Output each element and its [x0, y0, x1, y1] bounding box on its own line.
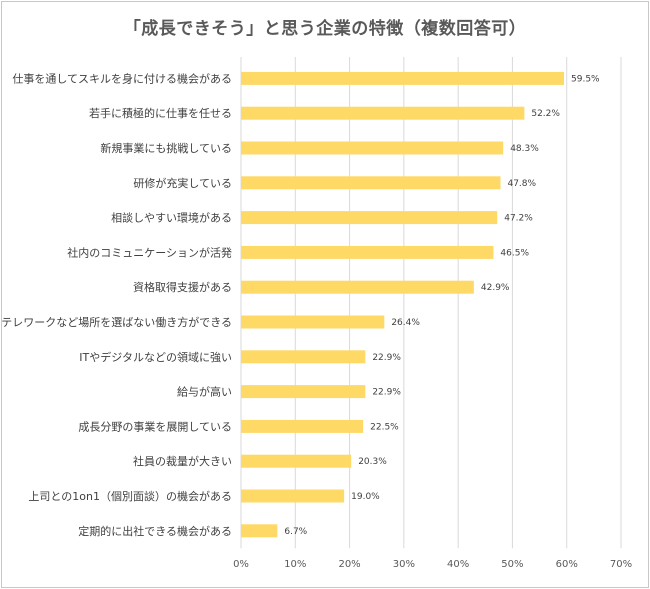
- category-label: 社員の裁量が大きい: [133, 454, 232, 468]
- bar: [241, 245, 494, 259]
- value-label: 47.2%: [504, 214, 533, 224]
- bar: [241, 350, 366, 364]
- x-tick-label: 40%: [447, 559, 469, 570]
- category-label: テレワークなど場所を選ばない働き方ができる: [1, 315, 232, 329]
- bar: [241, 141, 504, 155]
- category-label: 成長分野の事業を展開している: [78, 420, 232, 433]
- bar: [241, 280, 474, 294]
- bar: [241, 106, 525, 120]
- bar: [241, 454, 352, 468]
- category-label: 定期的に出社できる機会がある: [78, 524, 232, 538]
- bar: [241, 211, 498, 225]
- category-label: 相談しやすい環境がある: [111, 211, 232, 225]
- bar: [241, 315, 385, 329]
- x-tick-label: 70%: [610, 559, 632, 570]
- value-label: 22.9%: [372, 353, 401, 363]
- bar: [241, 71, 564, 85]
- value-label: 20.3%: [358, 457, 387, 467]
- value-label: 26.4%: [391, 318, 420, 328]
- x-tick-label: 50%: [501, 559, 523, 570]
- value-label: 22.5%: [370, 422, 399, 432]
- category-label: 仕事を通してスキルを身に付ける機会がある: [12, 71, 232, 85]
- value-label: 52.2%: [531, 109, 560, 119]
- value-label: 48.3%: [510, 144, 539, 154]
- value-label: 22.9%: [372, 388, 401, 398]
- value-label: 46.5%: [500, 248, 529, 258]
- x-tick-label: 30%: [393, 559, 415, 570]
- bar: [241, 176, 501, 190]
- category-label: 社内のコミュニケーションが活発: [67, 245, 232, 259]
- bar: [241, 524, 278, 538]
- x-tick-label: 20%: [338, 559, 360, 570]
- category-label: 研修が充実している: [133, 176, 232, 190]
- value-label: 59.5%: [571, 74, 600, 84]
- value-label: 42.9%: [481, 283, 510, 293]
- x-tick-label: 10%: [284, 559, 306, 570]
- chart-title: 「成長できそう」と思う企業の特徴（複数回答可）: [123, 19, 527, 39]
- bar: [241, 385, 366, 399]
- value-label: 19.0%: [351, 492, 380, 502]
- category-label: 給与が高い: [177, 385, 232, 399]
- category-label: 新規事業にも挑戦している: [100, 141, 232, 155]
- x-tick-label: 60%: [556, 559, 578, 570]
- category-label: 上司との1on1（個別面談）の機会がある: [28, 489, 232, 503]
- value-label: 6.7%: [284, 527, 307, 537]
- category-label: 若手に積極的に仕事を任せる: [89, 106, 232, 120]
- category-label: 資格取得支援がある: [133, 280, 232, 294]
- bar: [241, 419, 364, 433]
- x-tick-label: 0%: [233, 559, 249, 570]
- value-label: 47.8%: [507, 179, 536, 189]
- bar: [241, 489, 345, 503]
- category-label: ITやデジタルなどの領域に強い: [79, 350, 232, 364]
